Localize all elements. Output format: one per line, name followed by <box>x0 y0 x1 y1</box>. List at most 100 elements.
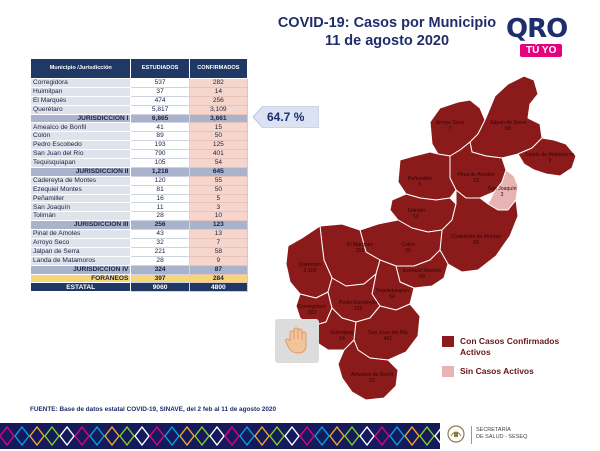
pattern-diamond <box>149 425 165 447</box>
map-label-name: Querétaro <box>298 262 322 268</box>
arrow-shape <box>253 106 319 128</box>
municipality-map <box>285 75 577 401</box>
pattern-diamond <box>0 425 15 447</box>
foraneos-row: FORÁNEOS 397 284 <box>29 273 249 284</box>
map-label: Jalpan de Serra 58 <box>490 120 527 132</box>
cell-name: San Juan del Río <box>29 149 132 160</box>
cell-confirmados: 55 <box>188 175 249 186</box>
cell-name: JURISDICCIÓN II <box>29 166 132 177</box>
pattern-diamond <box>284 425 300 447</box>
cases-table: Municipio /Jurisdicción ESTUDIADOS CONFI… <box>29 58 249 293</box>
cell-confirmados: 3,109 <box>188 104 249 115</box>
map-label-value: 125 <box>353 306 363 312</box>
cell-name: Pedro Escobedo <box>29 140 132 151</box>
cell-name: Ezequiel Montes <box>29 184 132 195</box>
table-row: Querétaro 5,817 3,109 <box>29 104 249 115</box>
cell-confirmados: 125 <box>188 140 249 151</box>
map-label-value: 58 <box>505 126 511 132</box>
table-header-row: Municipio /Jurisdicción ESTUDIADOS CONFI… <box>29 58 249 79</box>
map-label-value: 13 <box>473 178 479 184</box>
page-title: COVID-19: Casos por Municipio 11 de agos… <box>262 14 512 50</box>
map-label-value: 7 <box>448 126 452 132</box>
map-label-name: Amealco de Bonfil <box>351 372 393 378</box>
table-row: San Joaquín 11 3 <box>29 202 249 213</box>
map-label-value: 3,109 <box>303 268 317 274</box>
map-label-value: 5 <box>418 182 422 188</box>
logo-tag: TÚ YO <box>520 44 563 57</box>
cell-name: JURISDICCIÓN III <box>29 220 132 231</box>
cell-name: Arroyo Seco <box>29 238 132 248</box>
map-label: Ezequiel Montes 50 <box>403 268 441 280</box>
pattern-diamond <box>164 425 180 447</box>
title-line-2: 11 de agosto 2020 <box>324 33 450 49</box>
total-row: ESTATAL 9060 4800 <box>29 282 249 293</box>
pattern-diamond <box>404 425 420 447</box>
table-row: Colón 89 50 <box>29 131 249 142</box>
pattern-diamond <box>74 425 90 447</box>
cell-estudiados: 5,817 <box>130 104 190 115</box>
pattern-diamond <box>314 425 330 447</box>
table-row: Pinal de Amoles 43 13 <box>29 229 249 240</box>
pattern-diamond <box>224 425 240 447</box>
map-label: Arroyo Seco 7 <box>436 120 465 132</box>
map-label-value: 9 <box>548 158 552 164</box>
map-label-value: 54 <box>389 294 395 300</box>
table-row: Huimilpan 37 14 <box>29 86 249 97</box>
map-region-landa-de-matamoros <box>517 137 577 177</box>
percentage-callout: 64.7 % <box>253 106 319 128</box>
legend-item-none: Sin Casos Activos <box>442 366 570 377</box>
map-label-value: 10 <box>413 214 419 220</box>
cell-name: Cadereyta de Montes <box>29 175 132 186</box>
pattern-diamond <box>359 425 375 447</box>
cell-confirmados: 10 <box>188 211 249 222</box>
map-label: Amealco de Bonfil 15 <box>351 372 393 384</box>
map-label-value: 282 <box>307 310 317 316</box>
cell-estudiados: 89 <box>130 131 190 142</box>
map-label-value: 401 <box>383 336 393 342</box>
map-label: Pedro Escobedo 125 <box>339 300 377 312</box>
table-row: Jalpan de Serra 221 58 <box>29 246 249 257</box>
map-label-name: Corregidora <box>298 304 326 310</box>
cell-estudiados: 790 <box>130 149 190 160</box>
raise-hand-button[interactable] <box>275 319 319 363</box>
map-label-name: Huimilpan <box>330 330 354 336</box>
subtotal-row: JURISDICCIÓN II 1,218 645 <box>29 166 249 177</box>
pattern-diamond <box>44 425 60 447</box>
map-label: Colón 50 <box>401 242 415 254</box>
legend-swatch-confirmed <box>442 336 454 347</box>
map-label-name: Tequisquiapan <box>375 288 409 294</box>
cell-estudiados: 1,218 <box>130 166 190 177</box>
cell-confirmados: 123 <box>188 220 249 231</box>
cell-confirmados: 50 <box>188 184 249 195</box>
secretaria-line-1: SECRETARÍA <box>476 427 511 433</box>
pattern-diamond <box>194 425 210 447</box>
cell-estudiados: 105 <box>130 158 190 168</box>
map-label: Tequisquiapan 54 <box>375 288 408 300</box>
map-label: Pinal de Amoles 13 <box>457 172 494 184</box>
map-label-value: 15 <box>369 378 375 384</box>
map-label: Querétaro 3,109 <box>298 262 321 274</box>
cell-name: JURISDICCIÓN I <box>29 113 132 124</box>
pattern-diamond <box>344 425 360 447</box>
map-label-value: 256 <box>355 248 365 254</box>
state-seal-icon <box>447 425 465 443</box>
pattern-diamond <box>14 425 30 447</box>
table-row: Corregidora 537 282 <box>29 78 249 88</box>
cell-name: Huimilpan <box>29 86 132 97</box>
cell-confirmados: 9 <box>188 255 249 266</box>
pattern-diamond <box>389 425 405 447</box>
pattern-diamond <box>179 425 195 447</box>
cell-estudiados: 256 <box>130 220 190 231</box>
table-row: Amealco de Bonfil 41 15 <box>29 122 249 133</box>
map-label: Peñamiller 5 <box>408 176 433 188</box>
pattern-diamond <box>134 425 150 447</box>
map-label-value: 50 <box>419 274 425 280</box>
cell-confirmados: 3 <box>188 202 249 213</box>
cell-estudiados: 11 <box>130 202 190 213</box>
map-label: Tolimán 10 <box>407 208 425 220</box>
map-label-name: Ezequiel Montes <box>402 268 442 274</box>
queretaro-map: Arroyo Seco 7 Jalpan de Serra 58 Landa de Ma… <box>280 60 580 405</box>
legend-label-none: Sin Casos Activos <box>460 366 534 376</box>
cell-name: Peñamiller <box>29 193 132 204</box>
pattern-diamond <box>269 425 285 447</box>
